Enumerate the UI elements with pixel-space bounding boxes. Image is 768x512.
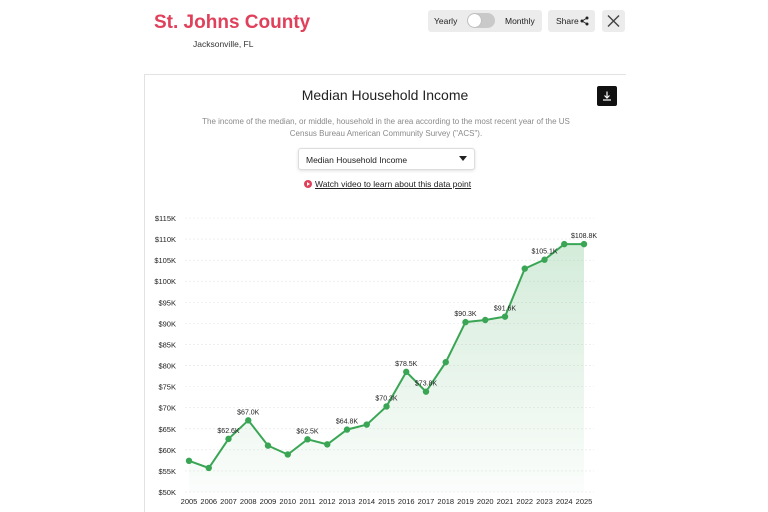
- download-icon: [603, 91, 611, 101]
- x-tick-label: 2024: [556, 497, 573, 506]
- x-tick-label: 2007: [220, 497, 237, 506]
- close-button[interactable]: [602, 10, 625, 32]
- data-point[interactable]: [324, 441, 331, 448]
- x-tick-label: 2018: [437, 497, 454, 506]
- y-tick-label: $90K: [158, 319, 176, 328]
- data-label: $108.8K: [571, 233, 597, 240]
- data-point[interactable]: [363, 421, 370, 428]
- y-tick-label: $70K: [158, 404, 176, 413]
- data-point[interactable]: [521, 265, 528, 272]
- play-icon: [304, 180, 312, 188]
- data-label: $78.5K: [395, 361, 418, 368]
- y-tick-label: $115K: [155, 214, 176, 223]
- income-area-fill: [189, 244, 584, 492]
- x-tick-label: 2008: [240, 497, 257, 506]
- x-tick-label: 2009: [260, 497, 277, 506]
- data-point[interactable]: [185, 457, 193, 465]
- data-point[interactable]: [304, 436, 311, 443]
- data-label: $62.6K: [217, 428, 240, 435]
- data-point[interactable]: [383, 403, 390, 410]
- x-tick-label: 2012: [319, 497, 336, 506]
- metric-select[interactable]: Median Household Income: [298, 148, 475, 170]
- data-point[interactable]: [245, 417, 252, 424]
- data-label: $73.8K: [415, 381, 438, 388]
- y-tick-label: $105K: [154, 256, 176, 265]
- video-link-text: Watch video to learn about this data poi…: [315, 179, 472, 189]
- x-tick-label: 2019: [457, 497, 474, 506]
- y-tick-label: $95K: [158, 298, 176, 307]
- download-button[interactable]: [597, 86, 617, 106]
- data-point[interactable]: [482, 316, 489, 324]
- y-tick-label: $110K: [155, 235, 176, 244]
- caret-down-icon: [459, 156, 467, 161]
- location-subtitle: Jacksonville, FL: [193, 39, 254, 49]
- share-icon: [580, 16, 589, 26]
- data-point[interactable]: [403, 368, 410, 376]
- data-point[interactable]: [561, 240, 568, 248]
- x-tick-label: 2025: [576, 497, 593, 506]
- data-label: $67.0K: [237, 409, 260, 416]
- x-tick-label: 2013: [339, 497, 356, 506]
- data-label: $91.6K: [494, 306, 517, 313]
- toggle-knob: [468, 14, 481, 27]
- data-point[interactable]: [422, 388, 430, 395]
- income-line-chart: $115K $110K $105K $100K $95K $90K $85K $80K $75K…: [154, 214, 597, 506]
- data-point[interactable]: [284, 451, 291, 458]
- x-tick-label: 2020: [477, 497, 494, 506]
- x-tick-label: 2022: [516, 497, 533, 506]
- data-point[interactable]: [501, 313, 509, 320]
- x-tick-label: 2006: [200, 497, 217, 506]
- y-tick-label: $50K: [158, 488, 176, 497]
- x-tick-label: 2005: [181, 497, 198, 506]
- x-tick-label: 2023: [536, 497, 553, 506]
- data-point[interactable]: [264, 442, 272, 449]
- y-tick-label: $65K: [158, 425, 176, 434]
- data-label: $64.8K: [336, 419, 359, 426]
- toggle-label-yearly[interactable]: Yearly: [434, 16, 458, 26]
- toggle-label-monthly[interactable]: Monthly: [505, 16, 535, 26]
- data-point[interactable]: [205, 464, 212, 472]
- x-tick-label: 2010: [279, 497, 296, 506]
- y-tick-label: $55K: [158, 467, 176, 476]
- metric-select-value: Median Household Income: [306, 155, 408, 165]
- data-point[interactable]: [225, 435, 232, 443]
- county-title: St. Johns County: [154, 12, 311, 33]
- y-tick-label: $85K: [158, 340, 176, 349]
- data-point[interactable]: [541, 256, 548, 263]
- x-tick-label: 2014: [358, 497, 375, 506]
- y-tick-label: $60K: [158, 446, 176, 455]
- y-tick-label: $100K: [154, 277, 176, 286]
- data-point[interactable]: [343, 426, 351, 433]
- close-icon: [607, 15, 620, 27]
- y-tick-label: $75K: [158, 383, 176, 392]
- share-button[interactable]: Share: [548, 10, 595, 32]
- y-tick-label: $80K: [158, 362, 176, 371]
- x-tick-label: 2021: [497, 497, 514, 506]
- share-label: Share: [556, 16, 579, 26]
- data-label: $105.1K: [531, 249, 557, 256]
- data-label: $62.5K: [296, 428, 319, 435]
- data-point[interactable]: [462, 318, 469, 326]
- period-toggle-switch[interactable]: [467, 13, 495, 28]
- data-label: $70.3K: [375, 395, 398, 402]
- x-tick-label: 2015: [378, 497, 395, 506]
- x-tick-label: 2016: [398, 497, 415, 506]
- chart-title: Median Household Income: [301, 87, 469, 103]
- data-label: $90.3K: [454, 311, 477, 318]
- chart-description: The income of the median, or middle, hou…: [202, 117, 570, 138]
- data-point[interactable]: [442, 358, 449, 366]
- x-tick-label: 2011: [299, 497, 315, 506]
- data-point[interactable]: [580, 240, 588, 248]
- x-tick-label: 2017: [418, 497, 435, 506]
